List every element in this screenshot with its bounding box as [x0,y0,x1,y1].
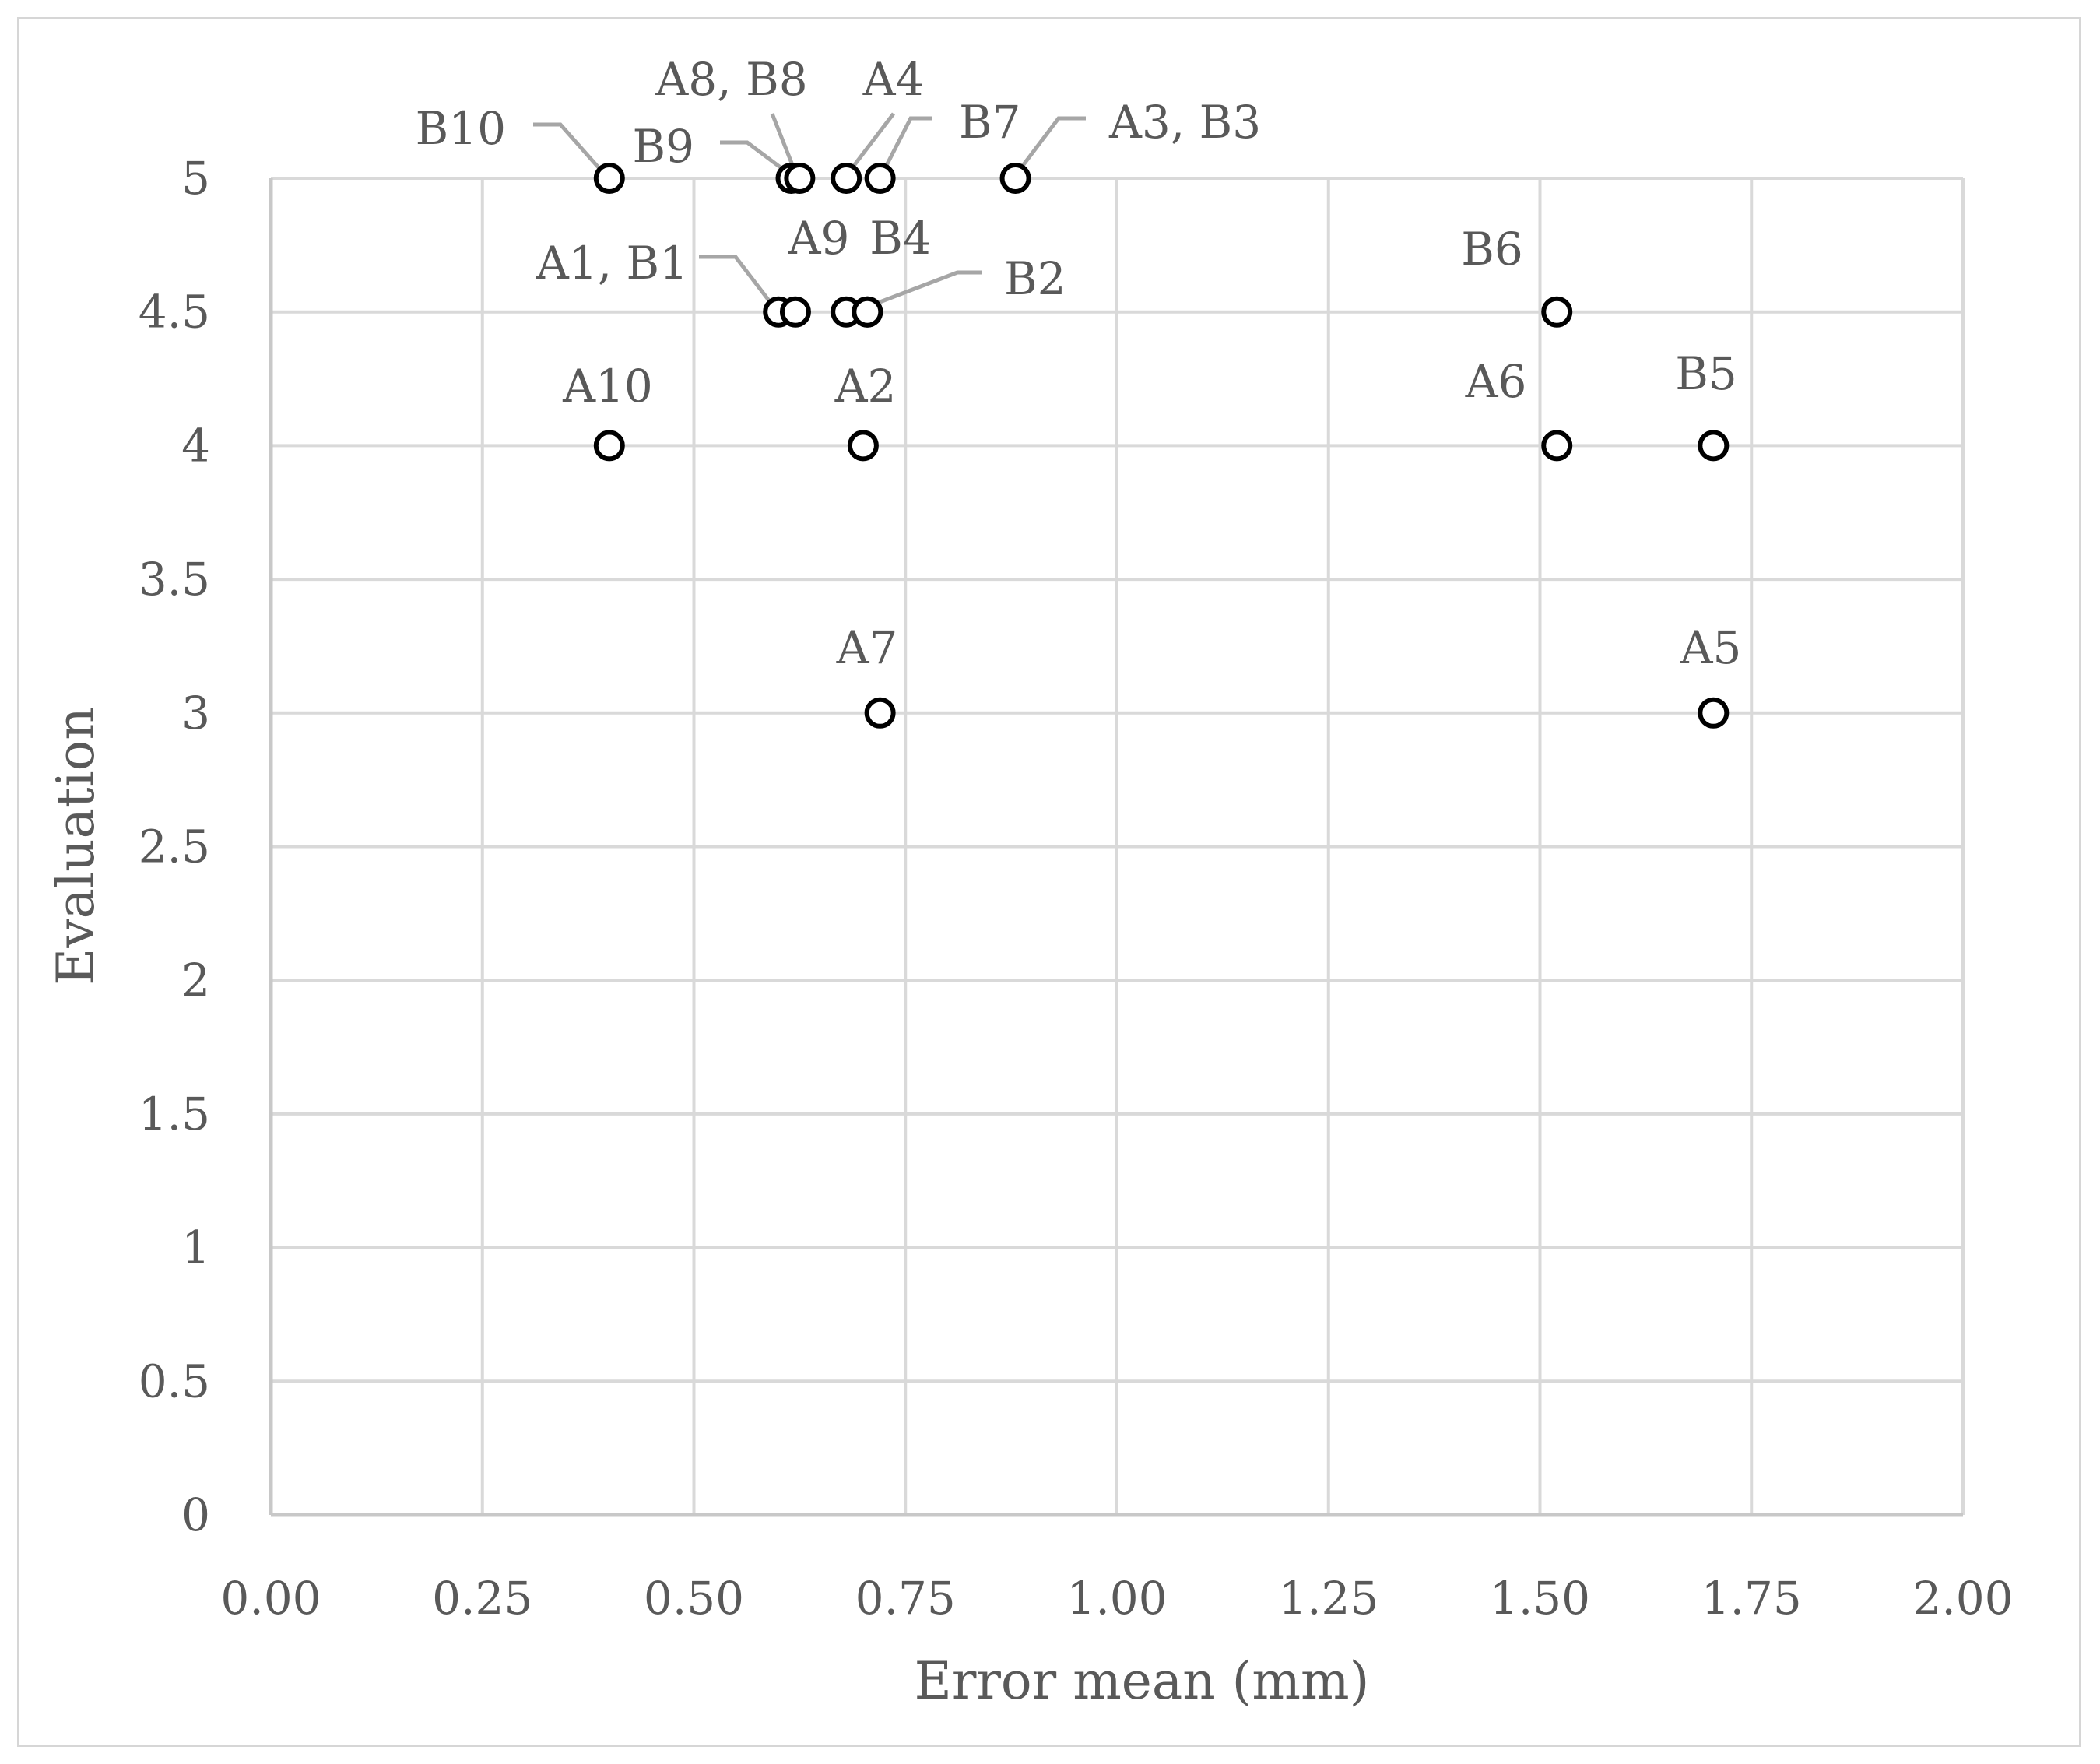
point-label: A5 [1680,621,1742,674]
x-tick-label: 1.50 [1490,1572,1590,1625]
y-tick-label: 5 [181,152,210,205]
x-tick-label: 0.50 [644,1572,744,1625]
point-label: A10 [562,360,653,413]
y-tick-label: 4 [181,419,210,472]
x-axis-title: Error mean (mm) [915,1651,1370,1711]
point-label: A8, B8 [655,53,807,106]
data-point [593,163,625,194]
data-point [999,163,1031,194]
y-tick-labels: 0 0.5 1 1.5 2 2.5 3 3.5 4 4.5 5 [139,152,210,1541]
x-tick-label: 0.00 [220,1572,321,1625]
point-label: B9 [632,120,694,173]
data-point [864,163,896,194]
data-point [1698,430,1730,462]
data-point [852,296,883,328]
y-tick-label: 3 [181,687,210,740]
y-tick-label: 1 [181,1221,210,1274]
x-tick-label: 0.25 [432,1572,532,1625]
y-axis-title: Evaluation [46,707,106,986]
point-label: A7 [836,621,898,674]
data-point [1541,430,1573,462]
y-tick-label: 0 [181,1488,210,1541]
x-tick-label: 1.00 [1066,1572,1167,1625]
point-label: B2 [1004,252,1066,305]
leader-line [533,122,605,174]
point-label: B5 [1675,347,1737,400]
leader-line [699,255,775,308]
point-label: B10 [416,102,506,155]
point-label: A1, B1 [536,237,688,290]
point-label: A6 [1465,355,1527,408]
data-point [831,163,862,194]
data-point [847,430,879,462]
leader-line [880,116,932,174]
x-tick-label: 1.75 [1701,1572,1802,1625]
leader-line [865,270,982,310]
y-tick-label: 0.5 [139,1355,210,1407]
x-tick-label: 2.00 [1912,1572,2013,1625]
point-label: A9 [788,212,850,265]
point-label: B6 [1461,223,1523,276]
data-point [593,430,625,462]
y-tick-label: 4.5 [139,286,210,339]
leader-line [847,112,895,174]
leader-line [1016,116,1086,174]
grid-lines [271,177,1965,1515]
point-label: A2 [834,360,897,413]
y-tick-label: 3.5 [139,553,210,606]
data-point [784,163,816,194]
x-tick-label: 1.25 [1278,1572,1378,1625]
x-tick-labels: 0.00 0.25 0.50 0.75 1.00 1.25 1.50 1.75 2.00 [220,1572,2013,1625]
leader-line [720,140,789,174]
point-label: A4 [862,53,925,106]
y-tick-label: 2 [181,954,210,1007]
y-tick-label: 1.5 [139,1088,210,1140]
data-point [779,296,811,328]
x-tick-label: 0.75 [855,1572,956,1625]
data-point [1541,296,1573,328]
point-label: A3, B3 [1108,96,1261,149]
data-point [1698,697,1730,729]
data-points [593,163,1730,729]
axes [269,178,1963,1517]
point-labels: B10 B9 A8, B8 A4 B7 A3, B3 A1, B1 A9 B4 B2 B6 A10 A2… [416,53,1742,674]
point-label: B7 [959,96,1021,149]
y-tick-label: 2.5 [139,821,210,873]
data-point [864,697,896,729]
point-label: B4 [869,212,932,265]
chart-frame [17,17,2081,1747]
leader-lines [533,112,1086,310]
